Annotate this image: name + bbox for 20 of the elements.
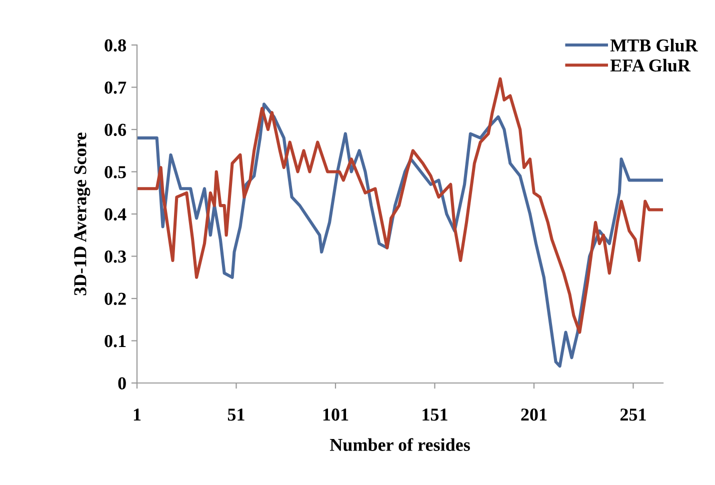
y-axis-title: 3D-1D Average Score <box>74 132 90 296</box>
y-tick-label: 0.5 <box>104 166 126 178</box>
x-tick-label: 101 <box>323 408 348 421</box>
y-tick-label: 0 <box>118 377 126 390</box>
legend-label: EFA GluR <box>610 58 691 72</box>
y-tick-label: 0.6 <box>104 124 126 136</box>
y-tick-label: 0.4 <box>104 208 126 221</box>
x-tick-label: 1 <box>134 408 141 421</box>
x-tick-label: 251 <box>620 408 646 421</box>
y-tick-label: 0.3 <box>104 250 126 263</box>
x-tick-label: 201 <box>521 408 547 421</box>
y-tick-label: 0.1 <box>104 335 126 348</box>
line-series <box>137 77 663 334</box>
x-tick-label: 151 <box>422 408 448 421</box>
y-tick-label: 0.2 <box>104 292 126 306</box>
x-tick-label: 51 <box>228 408 244 421</box>
y-tick-label: 0.7 <box>104 82 126 94</box>
x-axis-title: Number of resides <box>330 438 470 452</box>
y-tick-label: 0.8 <box>104 39 126 52</box>
legend-label: MTB GluR <box>610 38 698 52</box>
